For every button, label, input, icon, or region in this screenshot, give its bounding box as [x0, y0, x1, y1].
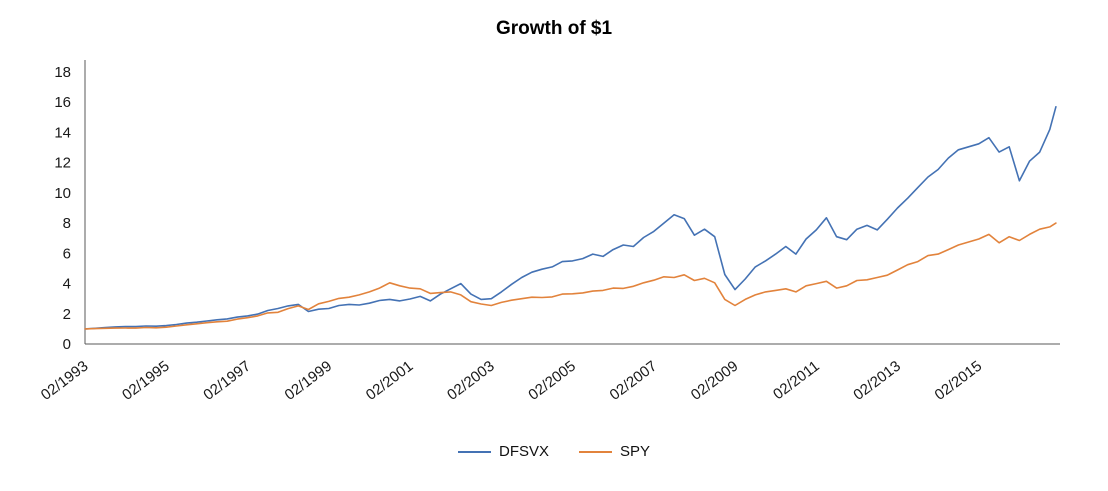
y-tick-label: 12	[54, 155, 71, 172]
x-tick-label: 02/2013	[850, 358, 904, 404]
chart-legend: DFSVX SPY	[0, 443, 1108, 460]
legend-label-dfsvx: DFSVX	[498, 443, 549, 460]
x-tick-label: 02/1995	[119, 358, 173, 404]
x-tick-label: 02/2005	[525, 358, 579, 404]
x-tick-label: 02/2015	[932, 358, 986, 404]
x-tick-label: 02/1993	[38, 358, 92, 404]
legend-label-spy: SPY	[620, 443, 651, 460]
legend-line-spy	[579, 450, 612, 453]
y-tick-label: 2	[63, 306, 71, 323]
y-tick-label: 10	[54, 185, 71, 202]
x-tick-label: 02/2011	[770, 358, 823, 404]
x-tick-label: 02/2003	[444, 358, 498, 404]
x-tick-label: 02/1999	[282, 358, 336, 404]
legend-item-spy: SPY	[579, 443, 650, 460]
y-tick-label: 14	[54, 124, 71, 141]
y-tick-label: 16	[54, 94, 71, 111]
series-line-spy	[84, 222, 1057, 330]
x-tick-label: 02/2001	[363, 358, 417, 404]
x-tick-label: 02/2007	[607, 358, 661, 404]
chart-title: Growth of $1	[495, 18, 613, 39]
chart-canvas: 0 2 4 6 8 10 12 14 16 18 02/1993 02/1995 02/1997 02/1…	[38, 60, 1060, 404]
series-line-dfsvx	[84, 105, 1057, 330]
y-tick-label: 6	[63, 245, 71, 262]
legend-item-dfsvx: DFSVX	[457, 443, 549, 460]
y-tick-label: 0	[63, 336, 71, 353]
y-tick-label: 4	[63, 276, 71, 293]
x-tick-label: 02/1997	[200, 358, 254, 404]
y-tick-label: 8	[63, 215, 71, 232]
legend-line-dfsvx	[457, 450, 491, 453]
y-tick-label: 18	[54, 64, 71, 81]
x-tick-label: 02/2009	[688, 358, 742, 404]
